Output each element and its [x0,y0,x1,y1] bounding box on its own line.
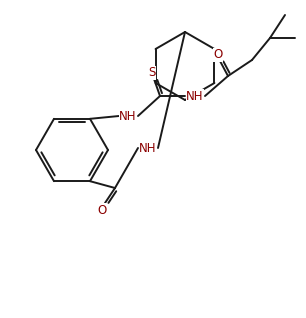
Text: S: S [148,66,156,80]
Text: NH: NH [186,89,204,102]
Text: NH: NH [139,142,157,155]
Text: O: O [97,204,106,217]
Text: O: O [213,49,223,61]
Text: NH: NH [119,109,137,122]
